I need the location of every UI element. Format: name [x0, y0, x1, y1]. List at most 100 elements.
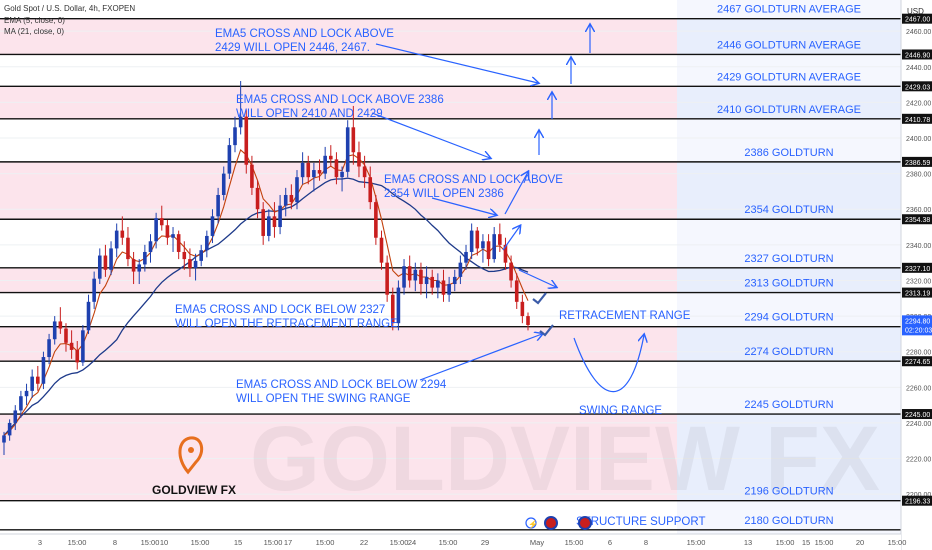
ema5-line — [3, 148, 529, 436]
arrow-11 — [419, 334, 542, 381]
x-tick-label: 15 — [234, 538, 242, 547]
candle-body — [441, 280, 446, 295]
x-tick-label: 15:00 — [68, 538, 87, 547]
candle-body — [19, 396, 23, 411]
price-tag: 2196.33 — [905, 499, 930, 506]
candle-body — [205, 235, 209, 251]
x-tick-label: May — [530, 538, 544, 547]
x-tick-label: 15:00 — [141, 538, 160, 547]
x-tick-label: 15:00 — [888, 538, 907, 547]
annotation-3a: EMA5 CROSS AND LOCK ABOVE — [384, 174, 563, 186]
level-label: 2245 GOLDTURN — [744, 399, 833, 411]
candle-body — [64, 328, 68, 343]
arrow-2 — [371, 112, 490, 158]
candle-body — [458, 262, 463, 277]
price-tag: 2386.59 — [905, 160, 930, 167]
candle-body — [520, 301, 525, 317]
symbol-title[interactable]: Gold Spot / U.S. Dollar, 4h, FXOPEN — [4, 4, 135, 13]
price-axis[interactable] — [900, 0, 932, 550]
ma-legend[interactable]: MA (21, close, 0) — [4, 27, 64, 36]
zone-band-right — [677, 18, 901, 55]
candle-body — [143, 251, 147, 265]
retracement-range-label: RETRACEMENT RANGE — [559, 310, 691, 322]
y-tick-label: 2320.00 — [906, 278, 931, 285]
candle-body — [148, 241, 153, 252]
ema-legend[interactable]: EMA (5, close, 0) — [4, 16, 65, 25]
us-flag-icon[interactable] — [544, 516, 558, 530]
x-tick-label: 15:00 — [191, 538, 210, 547]
price-tags: 2467.00 2446.90 2429.03 2410.78 2386.59 2354.… — [902, 13, 932, 506]
y-tick-label: 2240.00 — [906, 421, 931, 428]
x-tick-label: 10 — [160, 538, 168, 547]
candle-body — [188, 259, 192, 268]
news-event-icon[interactable] — [525, 517, 537, 529]
x-tick-label: 15:00 — [316, 538, 335, 547]
annotation-5b: WILL OPEN THE SWING RANGE — [236, 393, 411, 405]
check-mark-2 — [539, 324, 554, 337]
y-tick-label: 2440.00 — [906, 65, 931, 72]
candle-body — [430, 276, 435, 288]
candle-body — [216, 194, 220, 217]
candle-body — [492, 234, 496, 260]
candle-body — [13, 410, 18, 423]
candle-body — [244, 116, 249, 165]
x-tick-label: 13 — [744, 538, 752, 547]
annotation-4b: WILL OPEN THE RETRACEMENT RANGE — [175, 318, 398, 330]
zone-band — [0, 414, 677, 501]
candle-body — [165, 225, 170, 238]
currency-label: USD — [907, 7, 924, 16]
lightning-icon: ⚡ — [528, 519, 538, 529]
candle-body — [385, 262, 389, 295]
current-price-tag-bg — [902, 315, 932, 336]
candle-body — [272, 216, 277, 228]
x-tick-label: 15:00 — [264, 538, 283, 547]
candle-body — [81, 330, 85, 363]
candle-body — [47, 339, 51, 358]
candle-body — [300, 162, 305, 178]
candle-body — [182, 251, 187, 260]
structure-support-label: STRUCTURE SUPPORT — [576, 516, 706, 528]
price-tag-bg — [902, 81, 932, 92]
candle-body — [171, 234, 175, 238]
future-area — [677, 0, 901, 534]
candle-body — [498, 234, 502, 245]
us-flag-icon-2[interactable] — [578, 516, 592, 530]
price-tag-bg — [902, 13, 932, 24]
x-tick-label: 15:00 — [776, 538, 795, 547]
annotation-4a: EMA5 CROSS AND LOCK BELOW 2327 — [175, 304, 385, 316]
candle-body — [317, 170, 322, 174]
level-label: 2410 GOLDTURN AVERAGE — [717, 104, 861, 116]
price-tag-bg — [902, 49, 932, 60]
price-tag: 2467.00 — [905, 17, 930, 24]
candle-body — [103, 255, 108, 270]
candle-body — [340, 171, 344, 178]
x-tick-label: 15 — [802, 538, 810, 547]
candle-body — [424, 276, 429, 285]
level-label: 2429 GOLDTURN AVERAGE — [717, 71, 861, 83]
y-tick-label: 2360.00 — [906, 207, 931, 214]
candle-body — [114, 230, 119, 249]
annotation-5a: EMA5 CROSS AND LOCK BELOW 2294 — [236, 379, 447, 391]
swing-projection-curve — [573, 335, 644, 393]
zone-band — [0, 326, 677, 362]
arrow-5 — [502, 226, 520, 251]
level-label: 2294 GOLDTURN — [744, 312, 833, 324]
candle-body — [419, 269, 423, 285]
candle-body — [86, 301, 91, 331]
candle-body — [2, 435, 6, 443]
price-tag: 2446.90 — [905, 52, 930, 59]
level-label: 2196 GOLDTURN — [744, 486, 833, 498]
countdown-tag: 02:20:03 — [905, 327, 932, 334]
candle-body — [109, 248, 113, 270]
price-tag-bg — [902, 495, 932, 506]
candle-body — [97, 255, 102, 279]
y-tick-label: 2400.00 — [906, 136, 931, 143]
y-tick-label: 2260.00 — [906, 385, 931, 392]
candle-body — [261, 209, 265, 236]
candle-body — [452, 276, 457, 285]
moving-averages — [3, 148, 529, 436]
price-tag-bg — [902, 214, 932, 225]
candle-body — [402, 266, 406, 288]
annotation-texts: EMA5 CROSS AND LOCK ABOVE 2429 WILL OPEN… — [175, 28, 706, 528]
